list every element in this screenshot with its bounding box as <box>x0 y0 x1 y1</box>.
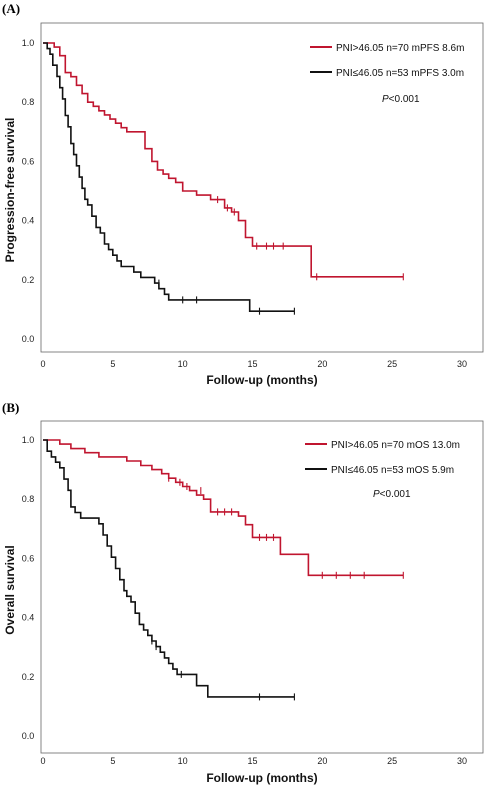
panel-a-x-tick-label: 25 <box>387 359 397 369</box>
panel-a-p-value: P<0.001 <box>382 94 420 105</box>
panel-a: (A) 0 5 10 15 20 25 30 0.0 0.2 0.4 0.6 0.8 1.0 Follo… <box>2 1 484 387</box>
panel-b-x-tick-label: 0 <box>40 756 45 766</box>
panel-b-ticks: 0 5 10 15 20 25 30 0.0 0.2 0.4 0.6 0.8 1.0 <box>22 435 467 766</box>
panel-a-legend-label-high: PNI>46.05 n=70 mPFS 8.6m <box>336 43 464 54</box>
panel-a-x-tick-label: 5 <box>110 359 115 369</box>
panel-b-x-tick-label: 20 <box>317 756 327 766</box>
panel-b-p-rest: <0.001 <box>380 489 411 500</box>
panel-a-p-rest: <0.001 <box>389 94 420 105</box>
panel-a-y-tick-label: 0.0 <box>22 334 35 344</box>
panel-a-survival-curve-high-pni <box>43 42 404 278</box>
panel-a-frame <box>40 22 484 353</box>
panel-a-y-tick-label: 0.8 <box>22 97 35 107</box>
panel-b-legend-label-high: PNI>46.05 n=70 mOS 13.0m <box>331 440 460 451</box>
panel-b-x-tick-label: 15 <box>247 756 257 766</box>
panel-b-x-tick-label: 10 <box>178 756 188 766</box>
panel-a-y-tick-label: 0.2 <box>22 275 35 285</box>
panel-a-legend-label-low: PNI≤46.05 n=53 mPFS 3.0m <box>336 68 464 79</box>
panel-b-legend-label-low: PNI≤46.05 n=53 mOS 5.9m <box>331 465 454 476</box>
panel-b-y-tick-label: 1.0 <box>22 435 35 445</box>
panel-b-x-axis-title: Follow-up (months) <box>206 771 317 785</box>
panel-a-y-axis-title: Progression-free survival <box>3 118 17 263</box>
panel-b-series <box>43 439 404 701</box>
panel-b: (B) 0 5 10 15 20 25 30 0.0 0.2 0.4 0.6 0.8 1.0 Follo… <box>2 400 484 785</box>
panel-a-y-tick-label: 0.6 <box>22 156 35 166</box>
panel-a-x-tick-label: 0 <box>40 359 45 369</box>
panel-a-x-tick-label: 15 <box>247 359 257 369</box>
panel-b-p-italic: P <box>373 489 380 500</box>
panel-a-label: (A) <box>2 1 20 16</box>
panel-b-survival-curve-high-pni <box>43 439 404 577</box>
panel-a-series <box>43 42 404 315</box>
panel-a-p-italic: P <box>382 94 389 105</box>
panel-a-x-axis-title: Follow-up (months) <box>206 373 317 387</box>
panel-b-legend: PNI>46.05 n=70 mOS 13.0m PNI≤46.05 n=53 … <box>305 440 460 476</box>
panel-b-frame <box>40 420 484 754</box>
panel-b-y-axis-title: Overall survival <box>3 545 17 634</box>
panel-a-ticks: 0 5 10 15 20 25 30 0.0 0.2 0.4 0.6 0.8 1.0 <box>22 38 467 369</box>
panel-b-y-tick-label: 0.8 <box>22 494 35 504</box>
panel-a-x-tick-label: 30 <box>457 359 467 369</box>
panel-a-y-tick-label: 1.0 <box>22 38 35 48</box>
panel-a-legend: PNI>46.05 n=70 mPFS 8.6m PNI≤46.05 n=53 … <box>310 43 464 79</box>
panel-a-y-tick-label: 0.4 <box>22 216 35 226</box>
panel-b-x-tick-label: 25 <box>387 756 397 766</box>
panel-b-x-tick-label: 30 <box>457 756 467 766</box>
panel-b-y-tick-label: 0.0 <box>22 731 35 741</box>
panel-b-y-tick-label: 0.4 <box>22 613 35 623</box>
panel-b-p-value: P<0.001 <box>373 489 411 500</box>
panel-b-y-tick-label: 0.6 <box>22 553 35 563</box>
panel-b-survival-curve-low-pni <box>43 439 295 698</box>
panel-b-x-tick-label: 5 <box>110 756 115 766</box>
panel-a-x-tick-label: 20 <box>317 359 327 369</box>
panel-a-x-tick-label: 10 <box>178 359 188 369</box>
panel-b-label: (B) <box>2 400 19 415</box>
panel-b-y-tick-label: 0.2 <box>22 672 35 682</box>
